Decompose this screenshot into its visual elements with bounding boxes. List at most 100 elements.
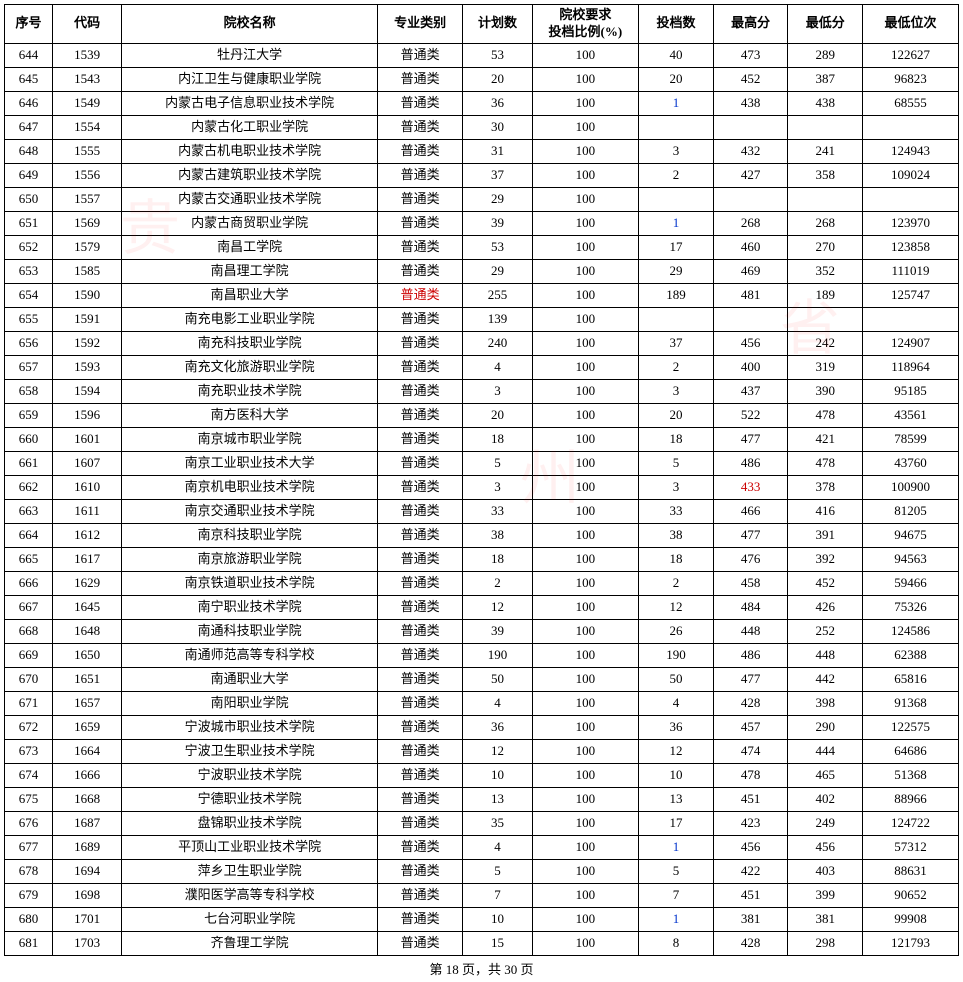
cell: 676	[5, 811, 53, 835]
table-header-row: 序号代码院校名称专业类别计划数院校要求投档比例(%)投档数最高分最低分最低位次	[5, 5, 959, 44]
cell: 南昌理工学院	[122, 259, 378, 283]
cell: 100	[532, 547, 639, 571]
cell: 659	[5, 403, 53, 427]
cell: 普通类	[378, 667, 463, 691]
cell: 65816	[863, 667, 959, 691]
cell: 1593	[52, 355, 121, 379]
table-row: 6661629南京铁道职业技术学院普通类2100245845259466	[5, 571, 959, 595]
cell: 1569	[52, 211, 121, 235]
cell: 南京城市职业学院	[122, 427, 378, 451]
cell: 57312	[863, 835, 959, 859]
cell: 433	[713, 475, 788, 499]
cell: 670	[5, 667, 53, 691]
cell: 1594	[52, 379, 121, 403]
cell: 普通类	[378, 139, 463, 163]
cell: 53	[463, 235, 532, 259]
cell: 95185	[863, 379, 959, 403]
cell: 普通类	[378, 403, 463, 427]
cell: 4	[463, 691, 532, 715]
cell: 88631	[863, 859, 959, 883]
cell: 38	[639, 523, 714, 547]
cell: 675	[5, 787, 53, 811]
cell: 7	[639, 883, 714, 907]
cell: 124586	[863, 619, 959, 643]
cell: 39	[463, 211, 532, 235]
cell: 387	[788, 67, 863, 91]
cell	[713, 187, 788, 211]
cell: 662	[5, 475, 53, 499]
cell: 68555	[863, 91, 959, 115]
cell: 17	[639, 811, 714, 835]
table-body: 6441539牡丹江大学普通类5310040473289122627645154…	[5, 43, 959, 955]
cell: 20	[639, 67, 714, 91]
cell: 460	[713, 235, 788, 259]
cell: 100	[532, 43, 639, 67]
cell: 645	[5, 67, 53, 91]
cell: 432	[713, 139, 788, 163]
cell: 124907	[863, 331, 959, 355]
column-header: 序号	[5, 5, 53, 44]
cell: 3	[463, 475, 532, 499]
table-row: 6471554内蒙古化工职业学院普通类30100	[5, 115, 959, 139]
cell: 644	[5, 43, 53, 67]
cell: 477	[713, 427, 788, 451]
cell: 普通类	[378, 763, 463, 787]
cell: 普通类	[378, 115, 463, 139]
column-header: 院校名称	[122, 5, 378, 44]
cell: 100	[532, 691, 639, 715]
cell: 51368	[863, 763, 959, 787]
cell: 1591	[52, 307, 121, 331]
cell: 100	[532, 523, 639, 547]
cell: 3	[639, 139, 714, 163]
cell: 普通类	[378, 355, 463, 379]
cell: 437	[713, 379, 788, 403]
cell: 内蒙古电子信息职业技术学院	[122, 91, 378, 115]
cell: 100	[532, 763, 639, 787]
cell: 宁波职业技术学院	[122, 763, 378, 787]
cell: 423	[713, 811, 788, 835]
cell: 100	[532, 475, 639, 499]
table-row: 6541590南昌职业大学普通类255100189481189125747	[5, 283, 959, 307]
cell: 442	[788, 667, 863, 691]
cell: 319	[788, 355, 863, 379]
cell: 普通类	[378, 499, 463, 523]
cell: 680	[5, 907, 53, 931]
cell: 50	[463, 667, 532, 691]
cell: 660	[5, 427, 53, 451]
cell: 3	[639, 379, 714, 403]
cell: 普通类	[378, 739, 463, 763]
cell: 400	[713, 355, 788, 379]
cell: 100	[532, 307, 639, 331]
cell: 466	[713, 499, 788, 523]
cell: 672	[5, 715, 53, 739]
cell: 452	[713, 67, 788, 91]
cell: 内蒙古机电职业技术学院	[122, 139, 378, 163]
table-row: 6631611南京交通职业技术学院普通类331003346641681205	[5, 499, 959, 523]
cell: 111019	[863, 259, 959, 283]
cell: 100	[532, 187, 639, 211]
cell: 南通师范高等专科学校	[122, 643, 378, 667]
cell: 679	[5, 883, 53, 907]
table-row: 6521579南昌工学院普通类5310017460270123858	[5, 235, 959, 259]
cell: 1	[639, 835, 714, 859]
cell: 南京交通职业技术学院	[122, 499, 378, 523]
cell: 478	[788, 403, 863, 427]
table-row: 6731664宁波卫生职业技术学院普通类121001247444464686	[5, 739, 959, 763]
cell: 5	[463, 451, 532, 475]
cell: 1539	[52, 43, 121, 67]
column-header: 代码	[52, 5, 121, 44]
cell: 486	[713, 643, 788, 667]
cell: 33	[639, 499, 714, 523]
cell: 653	[5, 259, 53, 283]
cell: 1666	[52, 763, 121, 787]
cell: 241	[788, 139, 863, 163]
cell: 濮阳医学高等专科学校	[122, 883, 378, 907]
cell: 428	[713, 691, 788, 715]
cell: 盘锦职业技术学院	[122, 811, 378, 835]
table-row: 6581594南充职业技术学院普通类3100343739095185	[5, 379, 959, 403]
cell: 普通类	[378, 259, 463, 283]
cell: 29	[463, 259, 532, 283]
cell: 萍乡卫生职业学院	[122, 859, 378, 883]
cell: 478	[788, 451, 863, 475]
cell: 12	[463, 595, 532, 619]
